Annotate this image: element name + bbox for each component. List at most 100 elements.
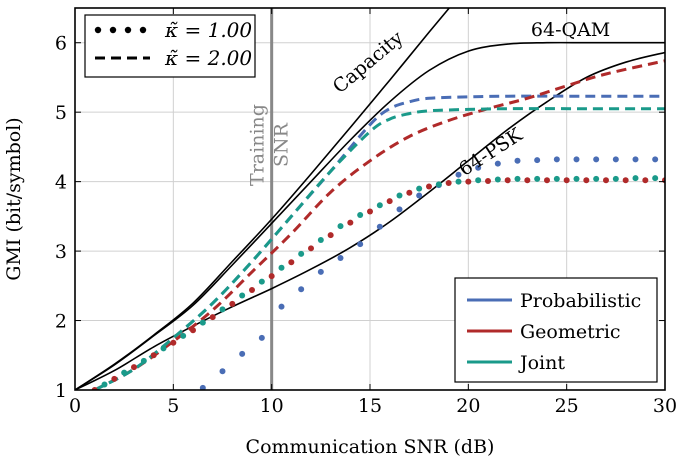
joint-dot-point [160, 345, 167, 352]
axis-ticks: 0 5 10 15 20 25 30 1 2 3 4 5 6 [55, 8, 677, 417]
dotted-sample-dot [109, 26, 117, 34]
probabilistic-dot-point [593, 156, 600, 163]
y-tick-label: 1 [55, 380, 67, 402]
joint-dot-point [317, 236, 324, 243]
joint-dot-point [101, 381, 108, 388]
geometric-dot-point [209, 314, 216, 321]
probabilistic-dashed-line [93, 94, 665, 390]
joint-dot-point [612, 175, 619, 182]
probabilistic-dot-point [376, 223, 383, 230]
probabilistic-dot-point [455, 171, 462, 178]
joint-dot-point [475, 177, 482, 184]
probabilistic-legend-label: Probabilistic [520, 290, 641, 312]
geometric-dot-point [268, 273, 275, 280]
dotted-sample-dot [139, 26, 147, 34]
joint-dot-point [396, 192, 403, 199]
geometric-dot-point [583, 177, 590, 184]
geometric-dot-point [485, 177, 491, 184]
joint-dot-point [455, 178, 462, 185]
probabilistic-dot-point [652, 156, 659, 163]
joint-dot-point [278, 264, 285, 271]
probabilistic-dot-point [396, 206, 403, 213]
probabilistic-dot-point [553, 156, 560, 163]
joint-dot-point [652, 175, 659, 182]
dotted-sample-dot [124, 26, 132, 34]
geometric-dot-point [190, 327, 196, 334]
dotted-series [91, 156, 665, 390]
joint-dot-point [337, 223, 344, 230]
reference-curves [75, 8, 665, 390]
geometric-dot-point [524, 177, 531, 184]
joint-dashed-line [93, 107, 665, 390]
y-tick-label: 5 [55, 102, 67, 124]
probabilistic-dot-point [239, 350, 246, 357]
geometric-dot-point [327, 232, 334, 239]
geometric-dot-point [622, 177, 629, 184]
style-legend: κ̃ = 1.00 κ̃ = 2.00 [84, 14, 256, 78]
geometric-dot-point [367, 208, 373, 215]
joint-legend-label: Joint [518, 352, 565, 374]
probabilistic-dot-point [534, 157, 541, 164]
joint-dot-point [180, 332, 187, 339]
y-tick-label: 4 [55, 172, 67, 194]
training-label: Training [247, 104, 269, 186]
geometric-dot-point [504, 177, 511, 184]
probabilistic-dot-point [475, 164, 482, 171]
x-tick-label: 25 [555, 395, 579, 417]
probabilistic-dot-point [219, 368, 226, 375]
geometric-legend-label: Geometric [520, 321, 621, 343]
joint-dot-point [435, 181, 442, 188]
joint-dot-point [258, 278, 265, 285]
x-tick-label: 5 [167, 395, 179, 417]
geometric-dot-point [406, 189, 413, 196]
geometric-dot-point [347, 219, 354, 226]
64-qam-curve [75, 41, 665, 390]
geometric-dot-point [170, 339, 177, 346]
geometric-dot-point [426, 183, 432, 190]
geometric-dot-point [642, 177, 649, 184]
y-tick-label: 2 [55, 311, 67, 333]
training-snr-marker: Training SNR [247, 8, 293, 390]
joint-dot-point [593, 175, 600, 182]
joint-dot-point [121, 369, 128, 376]
joint-dot-point [357, 211, 364, 218]
geometric-dot-point [288, 259, 295, 266]
joint-dot-point [239, 292, 246, 299]
geometric-dot-point [249, 286, 255, 293]
probabilistic-dot-point [357, 241, 364, 248]
style-legend-label: κ̃ = 2.00 [164, 46, 252, 70]
joint-dot-point [553, 175, 560, 182]
geometric-dashed-line [93, 59, 665, 390]
joint-dot-point [514, 175, 521, 182]
x-tick-label: 30 [653, 395, 677, 417]
style-legend-label: κ̃ = 1.00 [164, 18, 252, 42]
probabilistic-dot-point [573, 156, 580, 163]
geometric-dot-point [544, 177, 550, 184]
x-tick-label: 0 [69, 395, 81, 417]
geometric-dot-point [308, 245, 314, 252]
joint-dot-point [199, 319, 206, 326]
joint-dot-point [140, 357, 147, 364]
probabilistic-dot-point [416, 192, 423, 199]
geometric-dot-point [603, 177, 609, 184]
geometric-dot-point [150, 352, 157, 359]
geometric-dot-point [229, 300, 236, 307]
geometric-dot-point [563, 177, 570, 184]
geometric-dot-point [131, 364, 137, 371]
color-legend: Probabilistic Geometric Joint [454, 277, 658, 383]
x-tick-label: 10 [260, 395, 284, 417]
joint-dot-point [534, 175, 541, 182]
probabilistic-dot-point [317, 268, 324, 275]
probabilistic-dot-point [337, 255, 344, 262]
curve-label-64-qam: 64-QAM [531, 19, 610, 41]
joint-dot-point [376, 202, 383, 209]
geometric-dot-point [386, 198, 393, 205]
probabilistic-dot-point [199, 384, 206, 390]
probabilistic-dot-point [612, 156, 619, 163]
probabilistic-dot-point [494, 160, 501, 167]
joint-dot-point [416, 185, 423, 192]
probabilistic-dot-point [298, 286, 305, 293]
style-legend-box [84, 14, 256, 78]
x-tick-label: 20 [456, 395, 480, 417]
joint-dot-point [573, 175, 580, 182]
